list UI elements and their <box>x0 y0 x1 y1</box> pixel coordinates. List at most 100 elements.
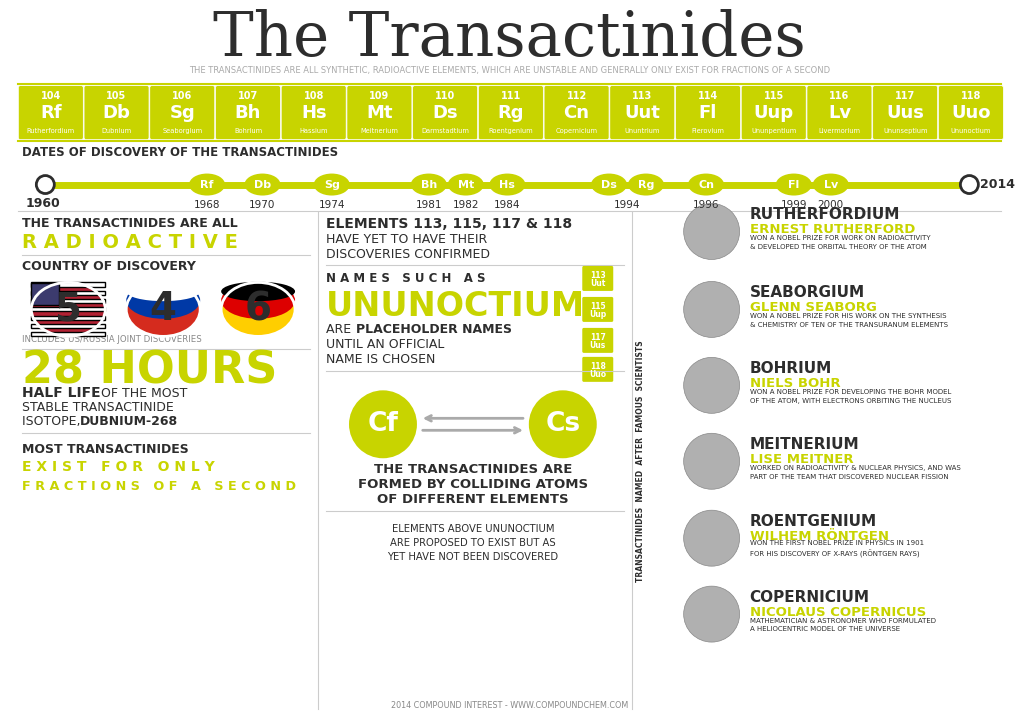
Text: 115: 115 <box>763 91 783 101</box>
Text: Fl: Fl <box>788 180 799 190</box>
Ellipse shape <box>221 282 294 301</box>
FancyBboxPatch shape <box>872 86 936 140</box>
Text: SEABORGIUM: SEABORGIUM <box>749 285 864 300</box>
Text: Ds: Ds <box>432 104 458 122</box>
Text: MEITNERIUM: MEITNERIUM <box>749 437 858 452</box>
Ellipse shape <box>314 174 350 195</box>
Text: ELEMENTS ABOVE UNUNOCTIUM: ELEMENTS ABOVE UNUNOCTIUM <box>391 524 553 534</box>
Text: Fl: Fl <box>698 104 716 122</box>
Text: Seaborgium: Seaborgium <box>162 128 202 133</box>
Ellipse shape <box>447 174 483 195</box>
Text: Lv: Lv <box>827 104 850 122</box>
Text: 1974: 1974 <box>318 200 344 210</box>
Text: Rf: Rf <box>40 104 61 122</box>
Text: Lv: Lv <box>822 180 837 190</box>
Text: 1984: 1984 <box>493 200 520 210</box>
FancyBboxPatch shape <box>84 86 149 140</box>
Text: F R A C T I O N S   O F   A   S E C O N D: F R A C T I O N S O F A S E C O N D <box>22 479 297 492</box>
Text: 1999: 1999 <box>780 200 806 210</box>
Text: MOST TRANSACTINIDES: MOST TRANSACTINIDES <box>22 443 189 456</box>
Text: OF DIFFERENT ELEMENTS: OF DIFFERENT ELEMENTS <box>377 492 569 505</box>
Text: 2000: 2000 <box>817 200 843 210</box>
Text: 1981: 1981 <box>415 200 441 210</box>
FancyBboxPatch shape <box>32 332 105 337</box>
Text: 5: 5 <box>55 291 82 329</box>
Ellipse shape <box>812 174 848 195</box>
Text: 117: 117 <box>589 333 605 342</box>
Text: Ununtrium: Ununtrium <box>624 128 659 133</box>
Text: BOHRIUM: BOHRIUM <box>749 360 832 376</box>
Text: 107: 107 <box>237 91 258 101</box>
Text: Db: Db <box>254 180 271 190</box>
Circle shape <box>683 586 739 642</box>
FancyBboxPatch shape <box>806 86 871 140</box>
Text: 1960: 1960 <box>25 197 61 210</box>
Text: Uus: Uus <box>886 104 923 122</box>
Text: Bh: Bh <box>420 180 436 190</box>
Text: Uut: Uut <box>590 279 605 288</box>
FancyBboxPatch shape <box>937 86 1003 140</box>
Text: ROENTGENIUM: ROENTGENIUM <box>749 513 876 528</box>
Text: 4: 4 <box>150 291 176 329</box>
Text: WON A NOBEL PRIZE FOR WORK ON RADIOACTIVITY
& DEVELOPED THE ORBITAL THEORY OF TH: WON A NOBEL PRIZE FOR WORK ON RADIOACTIV… <box>749 235 929 249</box>
Text: Rutherfordium: Rutherfordium <box>26 128 74 133</box>
Text: LISE MEITNER: LISE MEITNER <box>749 453 853 466</box>
Text: YET HAVE NOT BEEN DISCOVERED: YET HAVE NOT BEEN DISCOVERED <box>387 552 558 562</box>
Text: 114: 114 <box>697 91 717 101</box>
Text: Darmstadtium: Darmstadtium <box>421 128 469 133</box>
Text: DISCOVERIES CONFIRMED: DISCOVERIES CONFIRMED <box>326 248 489 261</box>
Text: Mt: Mt <box>366 104 392 122</box>
Ellipse shape <box>32 283 105 337</box>
Text: MATHEMATICIAN & ASTRONOMER WHO FORMULATED
A HELIOCENTRIC MODEL OF THE UNIVERSE: MATHEMATICIAN & ASTRONOMER WHO FORMULATE… <box>749 618 934 632</box>
Ellipse shape <box>189 174 225 195</box>
Ellipse shape <box>126 283 200 337</box>
Text: ELEMENTS 113, 115, 117 & 118: ELEMENTS 113, 115, 117 & 118 <box>326 216 572 231</box>
FancyBboxPatch shape <box>609 86 675 140</box>
Ellipse shape <box>775 174 811 195</box>
Circle shape <box>683 510 739 566</box>
Text: ARE PROPOSED TO EXIST BUT AS: ARE PROPOSED TO EXIST BUT AS <box>389 538 555 548</box>
Text: Uus: Uus <box>589 341 605 350</box>
Text: 115: 115 <box>589 302 605 311</box>
Text: 113: 113 <box>632 91 652 101</box>
Text: Rg: Rg <box>497 104 524 122</box>
Text: Cn: Cn <box>697 180 713 190</box>
Text: DATES OF DISCOVERY OF THE TRANSACTINIDES: DATES OF DISCOVERY OF THE TRANSACTINIDES <box>22 146 338 159</box>
FancyBboxPatch shape <box>32 307 105 311</box>
FancyBboxPatch shape <box>281 86 345 140</box>
Text: Sg: Sg <box>169 104 195 122</box>
Text: Cn: Cn <box>564 104 589 122</box>
Ellipse shape <box>126 282 200 319</box>
Circle shape <box>683 433 739 490</box>
Text: FORMED BY COLLIDING ATOMS: FORMED BY COLLIDING ATOMS <box>358 478 587 491</box>
Text: 109: 109 <box>369 91 389 101</box>
Text: Db: Db <box>103 104 130 122</box>
Text: Mt: Mt <box>458 180 474 190</box>
Text: 118: 118 <box>589 362 605 371</box>
Text: 110: 110 <box>434 91 454 101</box>
Text: Hs: Hs <box>499 180 515 190</box>
Text: THE TRANSACTINIDES ARE ALL: THE TRANSACTINIDES ARE ALL <box>22 217 237 230</box>
Text: Ununseptium: Ununseptium <box>882 128 926 133</box>
Ellipse shape <box>221 282 294 319</box>
Text: THE TRANSACTINIDES ARE ALL SYNTHETIC, RADIOACTIVE ELEMENTS, WHICH ARE UNSTABLE A: THE TRANSACTINIDES ARE ALL SYNTHETIC, RA… <box>190 66 829 75</box>
Text: ERNEST RUTHERFORD: ERNEST RUTHERFORD <box>749 223 914 236</box>
FancyBboxPatch shape <box>582 297 612 322</box>
Text: 111: 111 <box>500 91 521 101</box>
Text: ARE: ARE <box>326 323 355 336</box>
Ellipse shape <box>489 174 525 195</box>
FancyBboxPatch shape <box>32 316 105 320</box>
Text: TRANSACTINIDES  NAMED  AFTER  FAMOUS  SCIENTISTS: TRANSACTINIDES NAMED AFTER FAMOUS SCIENT… <box>636 340 645 582</box>
Text: WORKED ON RADIOACTIVITY & NUCLEAR PHYSICS, AND WAS
PART OF THE TEAM THAT DISCOVE: WORKED ON RADIOACTIVITY & NUCLEAR PHYSIC… <box>749 465 960 479</box>
Text: INCLUDES US/RUSSIA JOINT DISCOVERIES: INCLUDES US/RUSSIA JOINT DISCOVERIES <box>22 335 202 344</box>
Text: Cs: Cs <box>545 411 580 438</box>
Text: Rf: Rf <box>200 180 214 190</box>
FancyBboxPatch shape <box>413 86 477 140</box>
Circle shape <box>683 281 739 337</box>
Text: 1996: 1996 <box>692 200 718 210</box>
Text: COPERNICIUM: COPERNICIUM <box>749 590 869 605</box>
FancyBboxPatch shape <box>32 283 59 305</box>
FancyBboxPatch shape <box>582 328 612 353</box>
Text: Ununpentium: Ununpentium <box>750 128 796 133</box>
Text: WON THE FIRST NOBEL PRIZE IN PHYSICS IN 1901
FOR HIS DISCOVERY OF X-RAYS (RÖNTGE: WON THE FIRST NOBEL PRIZE IN PHYSICS IN … <box>749 540 923 558</box>
